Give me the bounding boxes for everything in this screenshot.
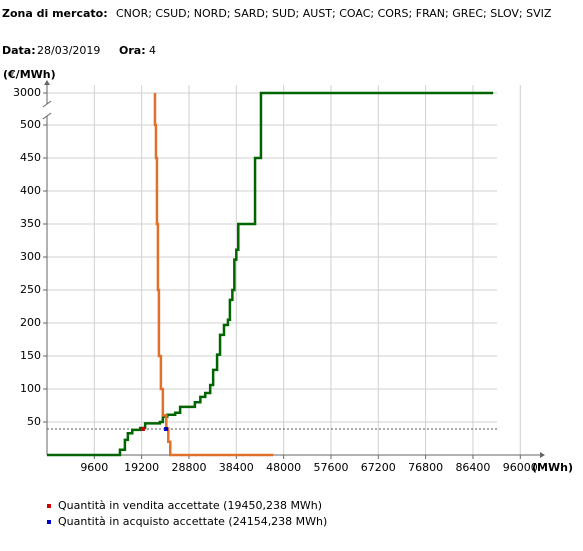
axis-break	[42, 100, 52, 108]
y-tick-label: 200	[20, 316, 41, 329]
legend-label: Quantità in vendita accettate (19450,238…	[58, 499, 322, 512]
zones: CNOR; CSUD; NORD; SARD; SUD; AUST; COAC;…	[116, 7, 552, 20]
x-tick-label: 67200	[361, 461, 396, 474]
x-tick-label: 96000	[503, 461, 538, 474]
legend-swatch	[47, 520, 51, 524]
y-axis-arrow	[44, 80, 50, 85]
step-curve	[153, 93, 274, 457]
date: 28/03/2019	[37, 44, 100, 57]
y-tick-label: 400	[20, 184, 41, 197]
x-axis-arrow	[540, 452, 545, 458]
marker	[140, 426, 145, 431]
y-tick-label: 250	[20, 283, 41, 296]
legend-label: Quantità in acquisto accettate (24154,23…	[58, 515, 327, 528]
y-tick-label: 500	[20, 118, 41, 131]
x-tick-label: 19200	[124, 461, 159, 474]
x-axis-label: (MWh)	[532, 461, 573, 474]
date-label: Data:	[2, 44, 36, 57]
y-tick-label: 300	[20, 250, 41, 263]
x-tick-label: 48000	[266, 461, 301, 474]
step-curve	[47, 91, 494, 457]
legend-swatch	[47, 504, 51, 508]
zone-label: Zona di mercato:	[2, 7, 108, 20]
y-tick-label: 3000	[13, 86, 41, 99]
y-tick-label: 50	[27, 415, 41, 428]
y-tick-label: 350	[20, 217, 41, 230]
x-tick-label: 86400	[455, 461, 490, 474]
marker	[164, 426, 169, 431]
x-tick-label: 38400	[219, 461, 254, 474]
axis-break	[42, 112, 52, 120]
y-axis-label: (€/MWh)	[3, 68, 56, 81]
x-tick-label: 28800	[171, 461, 206, 474]
axis-break-gap	[42, 104, 52, 116]
y-tick-label: 150	[20, 349, 41, 362]
y-tick-label: 100	[20, 382, 41, 395]
x-tick-label: 57600	[313, 461, 348, 474]
hour: 4	[149, 44, 156, 57]
hour-label: Ora:	[119, 44, 146, 57]
y-tick-label: 450	[20, 151, 41, 164]
x-tick-label: 76800	[408, 461, 443, 474]
x-tick-label: 9600	[80, 461, 108, 474]
